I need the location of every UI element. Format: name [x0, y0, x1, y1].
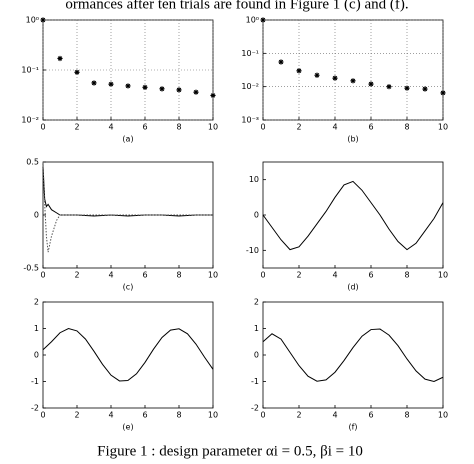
y-tick-label: 10⁻² — [241, 82, 259, 91]
y-tick-label: 0.5 — [26, 158, 39, 167]
y-tick-label: 0 — [254, 351, 259, 360]
y-tick-label: 10⁰ — [26, 16, 39, 25]
data-line — [42, 327, 214, 382]
x-tick-label: 2 — [74, 123, 79, 132]
data-point — [125, 83, 131, 89]
x-tick-label: 10 — [438, 123, 448, 132]
data-point — [332, 75, 338, 81]
x-tick-label: 8 — [176, 123, 181, 132]
data-point — [296, 68, 302, 74]
x-tick-label: 4 — [108, 123, 113, 132]
x-tick-label: 2 — [296, 123, 301, 132]
y-tick-label: 0 — [34, 351, 39, 360]
y-tick-label: -1 — [31, 377, 39, 386]
x-tick-label: 8 — [176, 271, 181, 280]
x-tick-label: 0 — [260, 123, 265, 132]
data-point — [74, 69, 80, 75]
x-axis-label: (f) — [348, 423, 357, 432]
y-tick-label: -2 — [251, 404, 259, 413]
y-tick-label: 0 — [34, 211, 39, 220]
x-tick-label: 2 — [296, 271, 301, 280]
x-tick-label: 6 — [368, 411, 373, 420]
data-point — [176, 87, 182, 93]
x-tick-label: 8 — [404, 271, 409, 280]
x-tick-label: 4 — [332, 123, 337, 132]
x-tick-label: 0 — [40, 411, 45, 420]
x-tick-label: 4 — [108, 411, 113, 420]
data-point — [314, 72, 320, 78]
x-axis-label: (a) — [122, 135, 133, 144]
x-tick-label: 10 — [208, 411, 218, 420]
x-axis-label: (d) — [347, 283, 358, 292]
data-point — [386, 84, 392, 90]
x-tick-label: 10 — [208, 271, 218, 280]
data-point — [278, 59, 284, 65]
y-tick-label: 10 — [249, 175, 259, 184]
data-point — [368, 81, 374, 87]
y-tick-label: -0.5 — [23, 264, 39, 273]
data-point — [440, 90, 446, 96]
data-line — [42, 167, 213, 217]
x-tick-label: 6 — [368, 123, 373, 132]
data-point — [422, 86, 428, 92]
x-tick-label: 6 — [142, 123, 147, 132]
x-tick-label: 10 — [438, 411, 448, 420]
data-point — [108, 81, 114, 87]
x-tick-label: 10 — [438, 271, 448, 280]
y-tick-label: 1 — [34, 324, 39, 333]
y-tick-label: 10⁻³ — [241, 116, 259, 125]
y-tick-label: 10⁻¹ — [241, 49, 259, 58]
x-tick-label: 2 — [74, 411, 79, 420]
body-text: ormances after ten trials are found in F… — [65, 0, 408, 12]
data-line — [42, 161, 213, 253]
x-tick-label: 4 — [108, 271, 113, 280]
y-tick-label: 2 — [34, 298, 39, 307]
data-line — [262, 328, 444, 383]
x-tick-label: 0 — [40, 271, 45, 280]
x-tick-label: 0 — [260, 271, 265, 280]
x-axis-label: (c) — [123, 283, 134, 292]
data-point — [91, 80, 97, 86]
data-point — [193, 89, 199, 95]
y-tick-label: 0 — [254, 211, 259, 220]
y-tick-label: 2 — [254, 298, 259, 307]
x-tick-label: 8 — [176, 411, 181, 420]
y-tick-label: 10⁰ — [246, 16, 259, 25]
x-tick-label: 2 — [296, 411, 301, 420]
x-tick-label: 4 — [332, 411, 337, 420]
data-point — [159, 86, 165, 92]
data-point — [40, 17, 46, 23]
x-tick-label: 6 — [142, 271, 147, 280]
y-tick-label: 10⁻² — [21, 116, 39, 125]
y-tick-label: 10⁻¹ — [21, 66, 39, 75]
data-point — [350, 78, 356, 84]
x-tick-label: 4 — [332, 271, 337, 280]
data-point — [142, 84, 148, 90]
x-tick-label: 10 — [208, 123, 218, 132]
data-point — [57, 55, 63, 62]
data-line — [262, 180, 444, 251]
x-tick-label: 6 — [142, 411, 147, 420]
y-tick-label: 1 — [254, 324, 259, 333]
data-point — [260, 17, 266, 23]
x-tick-label: 2 — [74, 271, 79, 280]
x-tick-label: 0 — [260, 411, 265, 420]
x-tick-label: 8 — [404, 411, 409, 420]
x-tick-label: 0 — [40, 123, 45, 132]
y-tick-label: -2 — [31, 404, 39, 413]
data-point — [210, 92, 216, 99]
x-axis-label: (e) — [122, 423, 133, 432]
x-axis-label: (b) — [347, 135, 358, 144]
x-tick-label: 6 — [368, 271, 373, 280]
y-tick-label: -10 — [246, 246, 259, 255]
caption: Figure 1 : design parameter αi = 0.5, βi… — [97, 443, 363, 459]
data-point — [404, 85, 410, 91]
x-tick-label: 8 — [404, 123, 409, 132]
y-tick-label: -1 — [251, 377, 259, 386]
